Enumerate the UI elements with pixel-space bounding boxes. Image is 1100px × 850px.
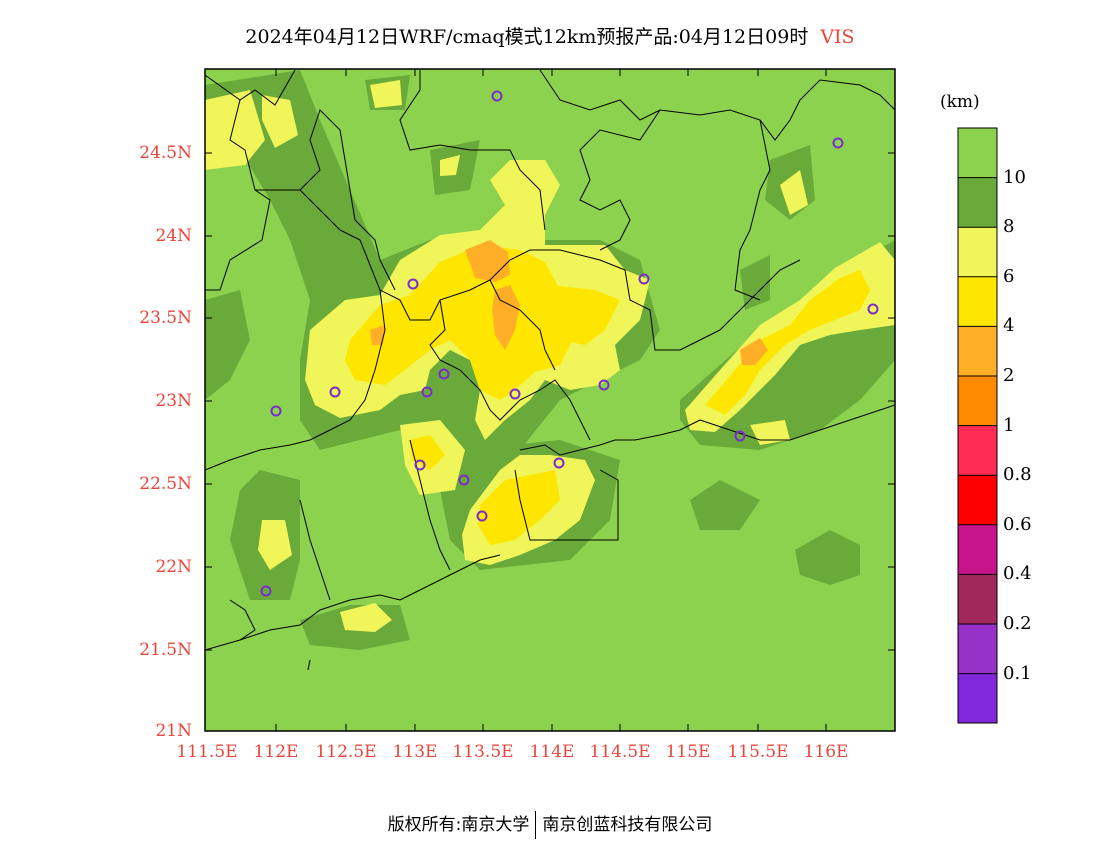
footer-divider: [535, 811, 537, 839]
station-marker: [329, 386, 341, 398]
lon-tick-label: 113.5E: [452, 742, 514, 762]
colorbar-label: 0.6: [1003, 514, 1032, 535]
colorbar-bin: [958, 425, 997, 476]
station-marker: [509, 388, 521, 400]
station-marker: [476, 510, 488, 522]
lat-tick-label: 23N: [155, 391, 192, 411]
station-marker: [638, 273, 650, 285]
colorbar-label: 0.2: [1003, 613, 1032, 634]
station-marker: [832, 137, 844, 149]
chart-title: 2024年04月12日WRF/cmaq模式12km预报产品:04月12日09时 V…: [0, 22, 1100, 49]
colorbar-bin: [958, 177, 997, 228]
colorbar-label: 8: [1003, 216, 1015, 237]
colorbar-bin: [958, 624, 997, 674]
lon-tick-label: 116E: [803, 742, 849, 762]
admin-boundaries: [205, 69, 895, 671]
station-marker: [407, 278, 419, 290]
colorbar-units: (km): [940, 92, 980, 112]
lat-tick-label: 23.5N: [139, 308, 192, 328]
vis-4-6-field: [345, 245, 870, 545]
variable-name: VIS: [820, 26, 855, 48]
lon-tick-label: 114.5E: [589, 742, 651, 762]
lon-tick-label: 114E: [529, 742, 575, 762]
station-marker: [260, 585, 272, 597]
lon-tick-label: 115E: [665, 742, 711, 762]
lat-tick-label: 21.5N: [139, 640, 192, 660]
colorbar-label: 0.8: [1003, 464, 1032, 485]
lon-tick-label: 112.5E: [315, 742, 377, 762]
colorbar-label: 1: [1003, 415, 1015, 436]
lat-tick-label: 22N: [155, 557, 192, 577]
station-marker: [270, 405, 282, 417]
lon-tick-label: 113E: [392, 742, 438, 762]
map-frame: [204, 68, 896, 732]
colorbar-bin: [958, 276, 997, 327]
colorbar: [957, 127, 998, 724]
colorbar-bin: [958, 524, 997, 575]
station-marker: [867, 303, 879, 315]
lat-tick-label: 22.5N: [139, 474, 192, 494]
lon-tick-label: 111.5E: [176, 742, 238, 762]
colorbar-bin: [958, 128, 997, 178]
colorbar-label: 0.1: [1003, 663, 1032, 684]
station-marker: [553, 457, 565, 469]
colorbar-label: 4: [1003, 315, 1015, 336]
station-marker: [734, 430, 746, 442]
station-marker: [414, 459, 426, 471]
station-markers: [260, 90, 879, 597]
colorbar-bin: [958, 673, 997, 724]
colorbar-label: 10: [1003, 167, 1026, 188]
colorbar-label: 0.4: [1003, 563, 1032, 584]
lat-tick-label: 24.5N: [139, 143, 192, 163]
station-marker: [491, 90, 503, 102]
station-marker: [421, 386, 433, 398]
station-marker: [458, 474, 470, 486]
station-marker: [438, 368, 450, 380]
lon-tick-label: 112E: [253, 742, 299, 762]
station-marker: [598, 379, 610, 391]
colorbar-label: 6: [1003, 266, 1015, 287]
axis-ticks: [205, 69, 895, 731]
colorbar-bin: [958, 326, 997, 376]
colorbar-bin: [958, 376, 997, 426]
colorbar-frame: [957, 127, 998, 724]
copyright-footer: 版权所有:南京大学 南京创蓝科技有限公司: [0, 810, 1100, 839]
title-text: 2024年04月12日WRF/cmaq模式12km预报产品:04月12日09时: [245, 26, 809, 48]
copyright-owner: 版权所有:南京大学: [387, 815, 530, 835]
colorbar-label: 2: [1003, 365, 1015, 386]
colorbar-bin: [958, 475, 997, 525]
lon-tick-label: 115.5E: [727, 742, 789, 762]
colorbar-bin: [958, 227, 997, 277]
lat-tick-label: 21N: [155, 721, 192, 741]
lat-tick-label: 24N: [155, 226, 192, 246]
colorbar-bin: [958, 574, 997, 624]
company-name: 南京创蓝科技有限公司: [542, 815, 713, 835]
